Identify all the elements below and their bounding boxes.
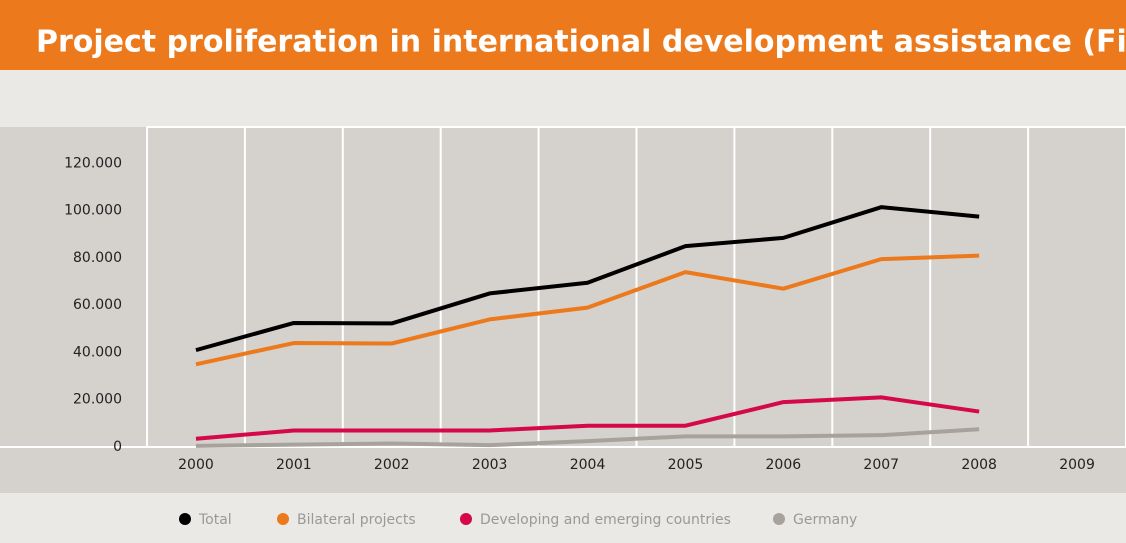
header-band bbox=[0, 0, 1126, 70]
x-tick-label: 2000 bbox=[178, 457, 214, 473]
legend-marker bbox=[179, 513, 191, 525]
legend-label: Germany bbox=[793, 512, 857, 528]
y-tick-label: 60.000 bbox=[73, 297, 122, 313]
x-tick-label: 2009 bbox=[1059, 457, 1095, 473]
legend-label: Total bbox=[198, 512, 232, 528]
x-tick-label: 2006 bbox=[766, 457, 802, 473]
x-tick-label: 2001 bbox=[276, 457, 312, 473]
x-tick-label: 2005 bbox=[668, 457, 704, 473]
x-tick-label: 2003 bbox=[472, 457, 508, 473]
legend-label: Developing and emerging countries bbox=[480, 512, 731, 528]
y-tick-label: 20.000 bbox=[73, 392, 122, 408]
y-tick-label: 40.000 bbox=[73, 344, 122, 360]
chart-title: Project proliferation in international d… bbox=[36, 25, 1126, 60]
x-tick-label: 2002 bbox=[374, 457, 410, 473]
y-tick-label: 0 bbox=[113, 439, 122, 455]
series-line bbox=[195, 205, 980, 353]
series-line bbox=[195, 253, 980, 367]
x-tick-label: 2008 bbox=[961, 457, 997, 473]
legend-label: Bilateral projects bbox=[297, 512, 416, 528]
series-line bbox=[195, 427, 980, 448]
legend-marker bbox=[277, 513, 289, 525]
x-tick-label: 2007 bbox=[863, 457, 899, 473]
sub-band bbox=[0, 70, 1126, 127]
y-tick-label: 100.000 bbox=[64, 203, 122, 219]
series-line bbox=[195, 395, 980, 441]
legend-marker bbox=[773, 513, 785, 525]
legend-marker bbox=[460, 513, 472, 525]
y-tick-label: 80.000 bbox=[73, 250, 122, 266]
x-tick-label: 2004 bbox=[570, 457, 606, 473]
y-tick-label: 120.000 bbox=[64, 155, 122, 171]
